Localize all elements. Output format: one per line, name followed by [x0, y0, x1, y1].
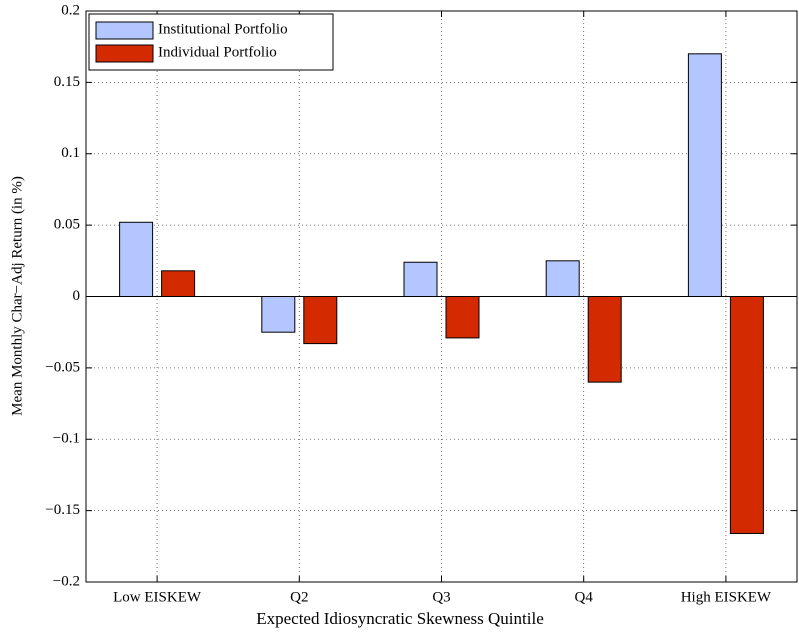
legend-label: Individual Portfolio [158, 44, 277, 60]
x-tick-label: High EISKEW [681, 589, 772, 605]
bar [403, 261, 438, 297]
legend-label: Institutional Portfolio [158, 21, 288, 37]
y-axis-label: Mean Monthly Char−Adj Return (in %) [9, 176, 25, 416]
y-tick-label: −0.1 [53, 431, 80, 447]
y-tick-label: 0 [73, 288, 81, 304]
bar [161, 270, 196, 297]
y-tick-label: 0.05 [54, 217, 80, 233]
bar [729, 296, 764, 534]
x-tick-label: Q2 [290, 589, 308, 605]
y-tick-label: −0.05 [45, 359, 80, 375]
bar [545, 260, 580, 297]
x-tick-label: Q4 [575, 589, 594, 605]
y-tick-label: 0.1 [61, 145, 80, 161]
bar [261, 296, 296, 333]
x-axis-label: Expected Idiosyncratic Skewness Quintile [256, 609, 544, 628]
bar [687, 53, 722, 298]
legend-swatch [95, 44, 154, 63]
y-tick-label: −0.15 [45, 502, 80, 518]
y-tick-label: 0.2 [61, 2, 80, 18]
plot-frame [85, 10, 798, 583]
y-tick-label: −0.2 [53, 573, 80, 589]
x-tick-label: Low EISKEW [113, 589, 202, 605]
legend-swatch [95, 21, 154, 40]
bar [303, 296, 338, 345]
bar [587, 296, 622, 383]
bar [445, 296, 480, 339]
bar [119, 221, 154, 298]
x-tick-label: Q3 [432, 589, 450, 605]
y-tick-label: 0.15 [54, 74, 80, 90]
